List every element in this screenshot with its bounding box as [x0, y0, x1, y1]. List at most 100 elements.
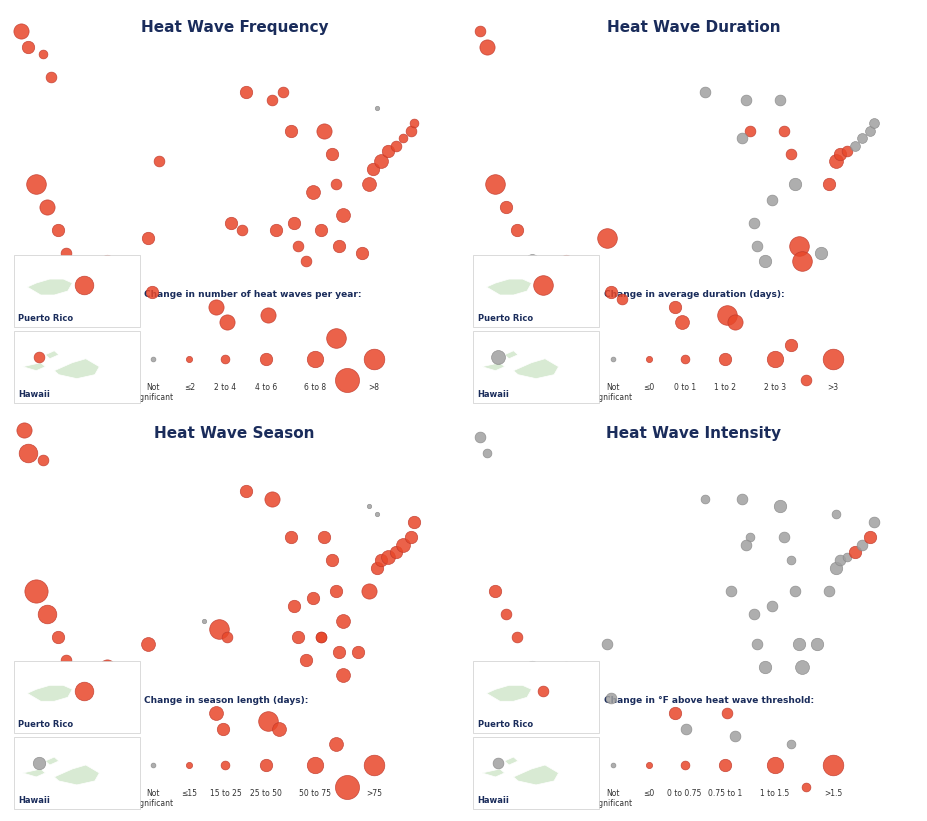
Point [535, 278, 550, 291]
Polygon shape [27, 279, 72, 295]
Text: 2 to 4: 2 to 4 [214, 383, 236, 392]
Point [298, 255, 312, 268]
Polygon shape [23, 363, 45, 370]
Point [525, 661, 540, 674]
Point [825, 352, 840, 365]
Point [13, 25, 28, 38]
Point [532, 270, 547, 283]
Point [749, 239, 764, 252]
Point [369, 561, 384, 574]
Text: 15 to 25: 15 to 25 [210, 789, 241, 798]
FancyBboxPatch shape [14, 662, 140, 733]
Text: >75: >75 [365, 789, 382, 798]
Point [604, 352, 619, 365]
Point [238, 484, 253, 498]
Point [828, 507, 843, 521]
Text: Not
significant: Not significant [591, 789, 632, 809]
Point [472, 431, 487, 444]
Point [734, 132, 749, 145]
Point [272, 722, 286, 735]
Point [798, 780, 813, 793]
Point [354, 247, 369, 260]
Point [791, 239, 806, 252]
Text: Change in average duration (days):: Change in average duration (days): [603, 290, 783, 299]
Point [798, 374, 813, 387]
Point [479, 447, 494, 460]
Point [839, 550, 854, 563]
Point [558, 661, 573, 674]
Point [305, 592, 320, 605]
Point [380, 550, 395, 563]
Point [667, 300, 681, 314]
Text: >8: >8 [368, 383, 379, 392]
Point [58, 653, 73, 666]
Point [298, 653, 312, 666]
Point [403, 530, 418, 544]
Point [362, 178, 376, 191]
Point [107, 684, 121, 697]
Point [489, 756, 504, 769]
Text: Change in number of heat waves per year:: Change in number of heat waves per year: [145, 290, 362, 299]
Point [407, 515, 422, 528]
Point [211, 622, 226, 635]
Point [667, 707, 681, 720]
Point [825, 759, 840, 772]
Point [366, 759, 381, 772]
Point [603, 691, 617, 704]
Point [521, 262, 536, 275]
Point [525, 255, 540, 268]
Text: Hawaii: Hawaii [19, 796, 50, 805]
Point [260, 308, 275, 321]
Point [787, 584, 802, 597]
Point [76, 278, 91, 291]
Point [259, 352, 273, 365]
FancyBboxPatch shape [473, 662, 599, 733]
Point [339, 780, 354, 793]
FancyBboxPatch shape [473, 331, 599, 402]
Point [76, 685, 91, 698]
Point [794, 255, 809, 268]
Point [717, 352, 731, 365]
Point [771, 94, 786, 107]
Text: 0 to 1: 0 to 1 [673, 383, 695, 392]
Point [498, 607, 513, 620]
Point [771, 500, 786, 513]
Polygon shape [513, 359, 558, 378]
Point [749, 638, 764, 651]
Point [783, 147, 798, 160]
Polygon shape [481, 769, 504, 777]
Point [387, 546, 402, 559]
Point [336, 209, 350, 222]
Point [215, 722, 230, 735]
Point [479, 40, 494, 53]
Point [141, 232, 156, 245]
Point [99, 255, 114, 268]
Point [794, 661, 809, 674]
Point [336, 615, 350, 628]
Point [324, 553, 339, 566]
Point [603, 285, 617, 298]
Text: Puerto Rico: Puerto Rico [477, 720, 532, 729]
Point [745, 607, 760, 620]
Text: 0 to 0.75: 0 to 0.75 [667, 789, 701, 798]
Point [783, 339, 798, 352]
Point [362, 500, 376, 513]
Point [218, 759, 233, 772]
Text: Not
significant: Not significant [133, 383, 173, 402]
Point [20, 40, 35, 53]
Text: Puerto Rico: Puerto Rico [477, 314, 532, 323]
Point [775, 530, 790, 544]
Point [51, 630, 66, 643]
Point [259, 759, 273, 772]
Polygon shape [45, 351, 58, 359]
Point [238, 86, 253, 99]
Point [396, 132, 411, 145]
Point [839, 144, 854, 158]
Point [745, 216, 760, 229]
Point [727, 316, 742, 329]
Point [407, 117, 422, 130]
Point [43, 71, 57, 84]
Text: 25 to 50: 25 to 50 [249, 789, 282, 798]
Point [861, 124, 876, 137]
Point [283, 530, 298, 544]
